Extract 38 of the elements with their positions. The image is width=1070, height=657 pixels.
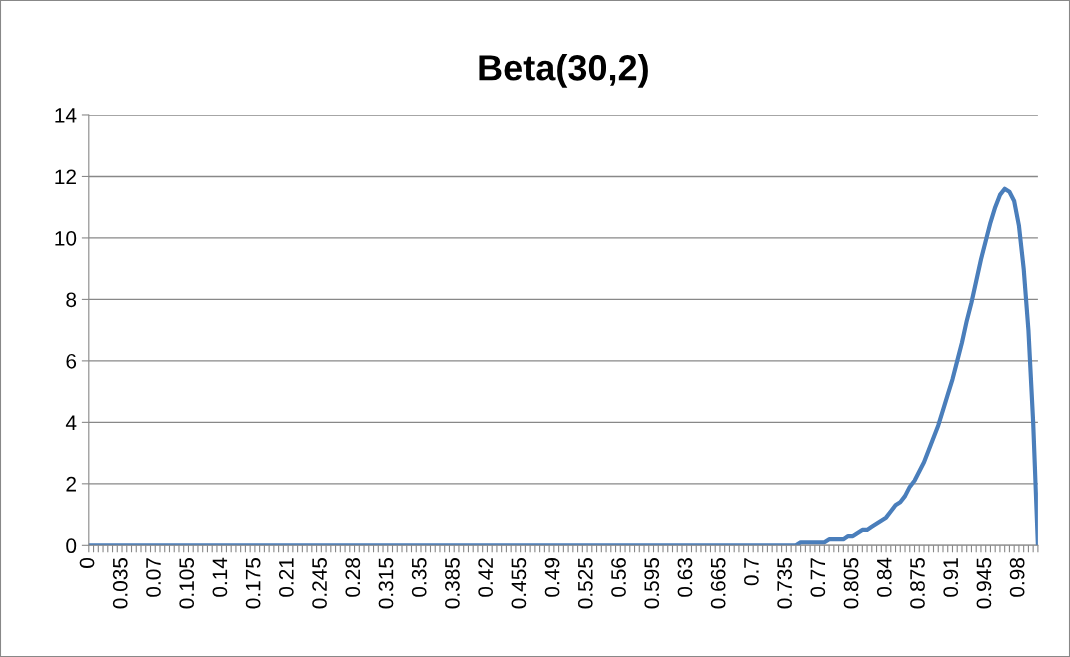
- x-tick-label: 0.56: [611, 558, 626, 597]
- x-tick-label: 0.28: [345, 558, 361, 597]
- x-tick-label: 0: [79, 557, 95, 568]
- y-tick-label: 2: [66, 476, 76, 492]
- x-tick-label: 0.525: [577, 557, 593, 609]
- x-tick-label: 0.385: [445, 557, 460, 609]
- y-tick-label: 0: [66, 538, 77, 554]
- x-tick-label: 0.175: [245, 557, 261, 609]
- x-tick-label: 0.665: [710, 557, 726, 609]
- x-tick-label: 0.77: [810, 558, 826, 597]
- x-tick-label: 0.455: [511, 557, 527, 609]
- x-tick-label: 0.105: [179, 557, 195, 609]
- x-tick-label: 0.315: [378, 557, 394, 609]
- x-tick-label: 0.805: [843, 557, 859, 609]
- x-tick-label: 0.245: [312, 557, 327, 609]
- x-tick-label: 0.595: [644, 557, 660, 609]
- x-tick-label: 0.21: [278, 558, 294, 597]
- x-tick-label: 0.98: [1009, 558, 1025, 597]
- x-tick-label: 0.07: [146, 558, 161, 597]
- y-tick-label: 10: [55, 230, 77, 246]
- x-tick-label: 0.7: [744, 558, 759, 586]
- y-tick-label: 14: [55, 108, 77, 123]
- x-tick-label: 0.91: [943, 558, 959, 597]
- y-tick-label: 8: [66, 292, 77, 308]
- x-tick-label: 0.84: [876, 557, 892, 597]
- x-tick-label: 0.49: [544, 558, 560, 597]
- x-tick-label: 0.63: [677, 558, 693, 597]
- y-tick-label: 6: [66, 353, 77, 369]
- x-tick-label: 0.35: [411, 557, 427, 597]
- x-tick-label: 0.875: [910, 557, 925, 609]
- x-tick-label: 0.735: [777, 557, 792, 609]
- y-tick-label: 12: [55, 169, 76, 184]
- y-tick-label: 4: [65, 415, 77, 430]
- x-tick-label: 0.035: [112, 557, 128, 609]
- chart-title: Beta(30,2): [479, 54, 648, 88]
- x-tick-label: 0.945: [976, 557, 992, 609]
- x-tick-label: 0.14: [212, 557, 228, 597]
- x-tick-label: 0.42: [478, 558, 494, 597]
